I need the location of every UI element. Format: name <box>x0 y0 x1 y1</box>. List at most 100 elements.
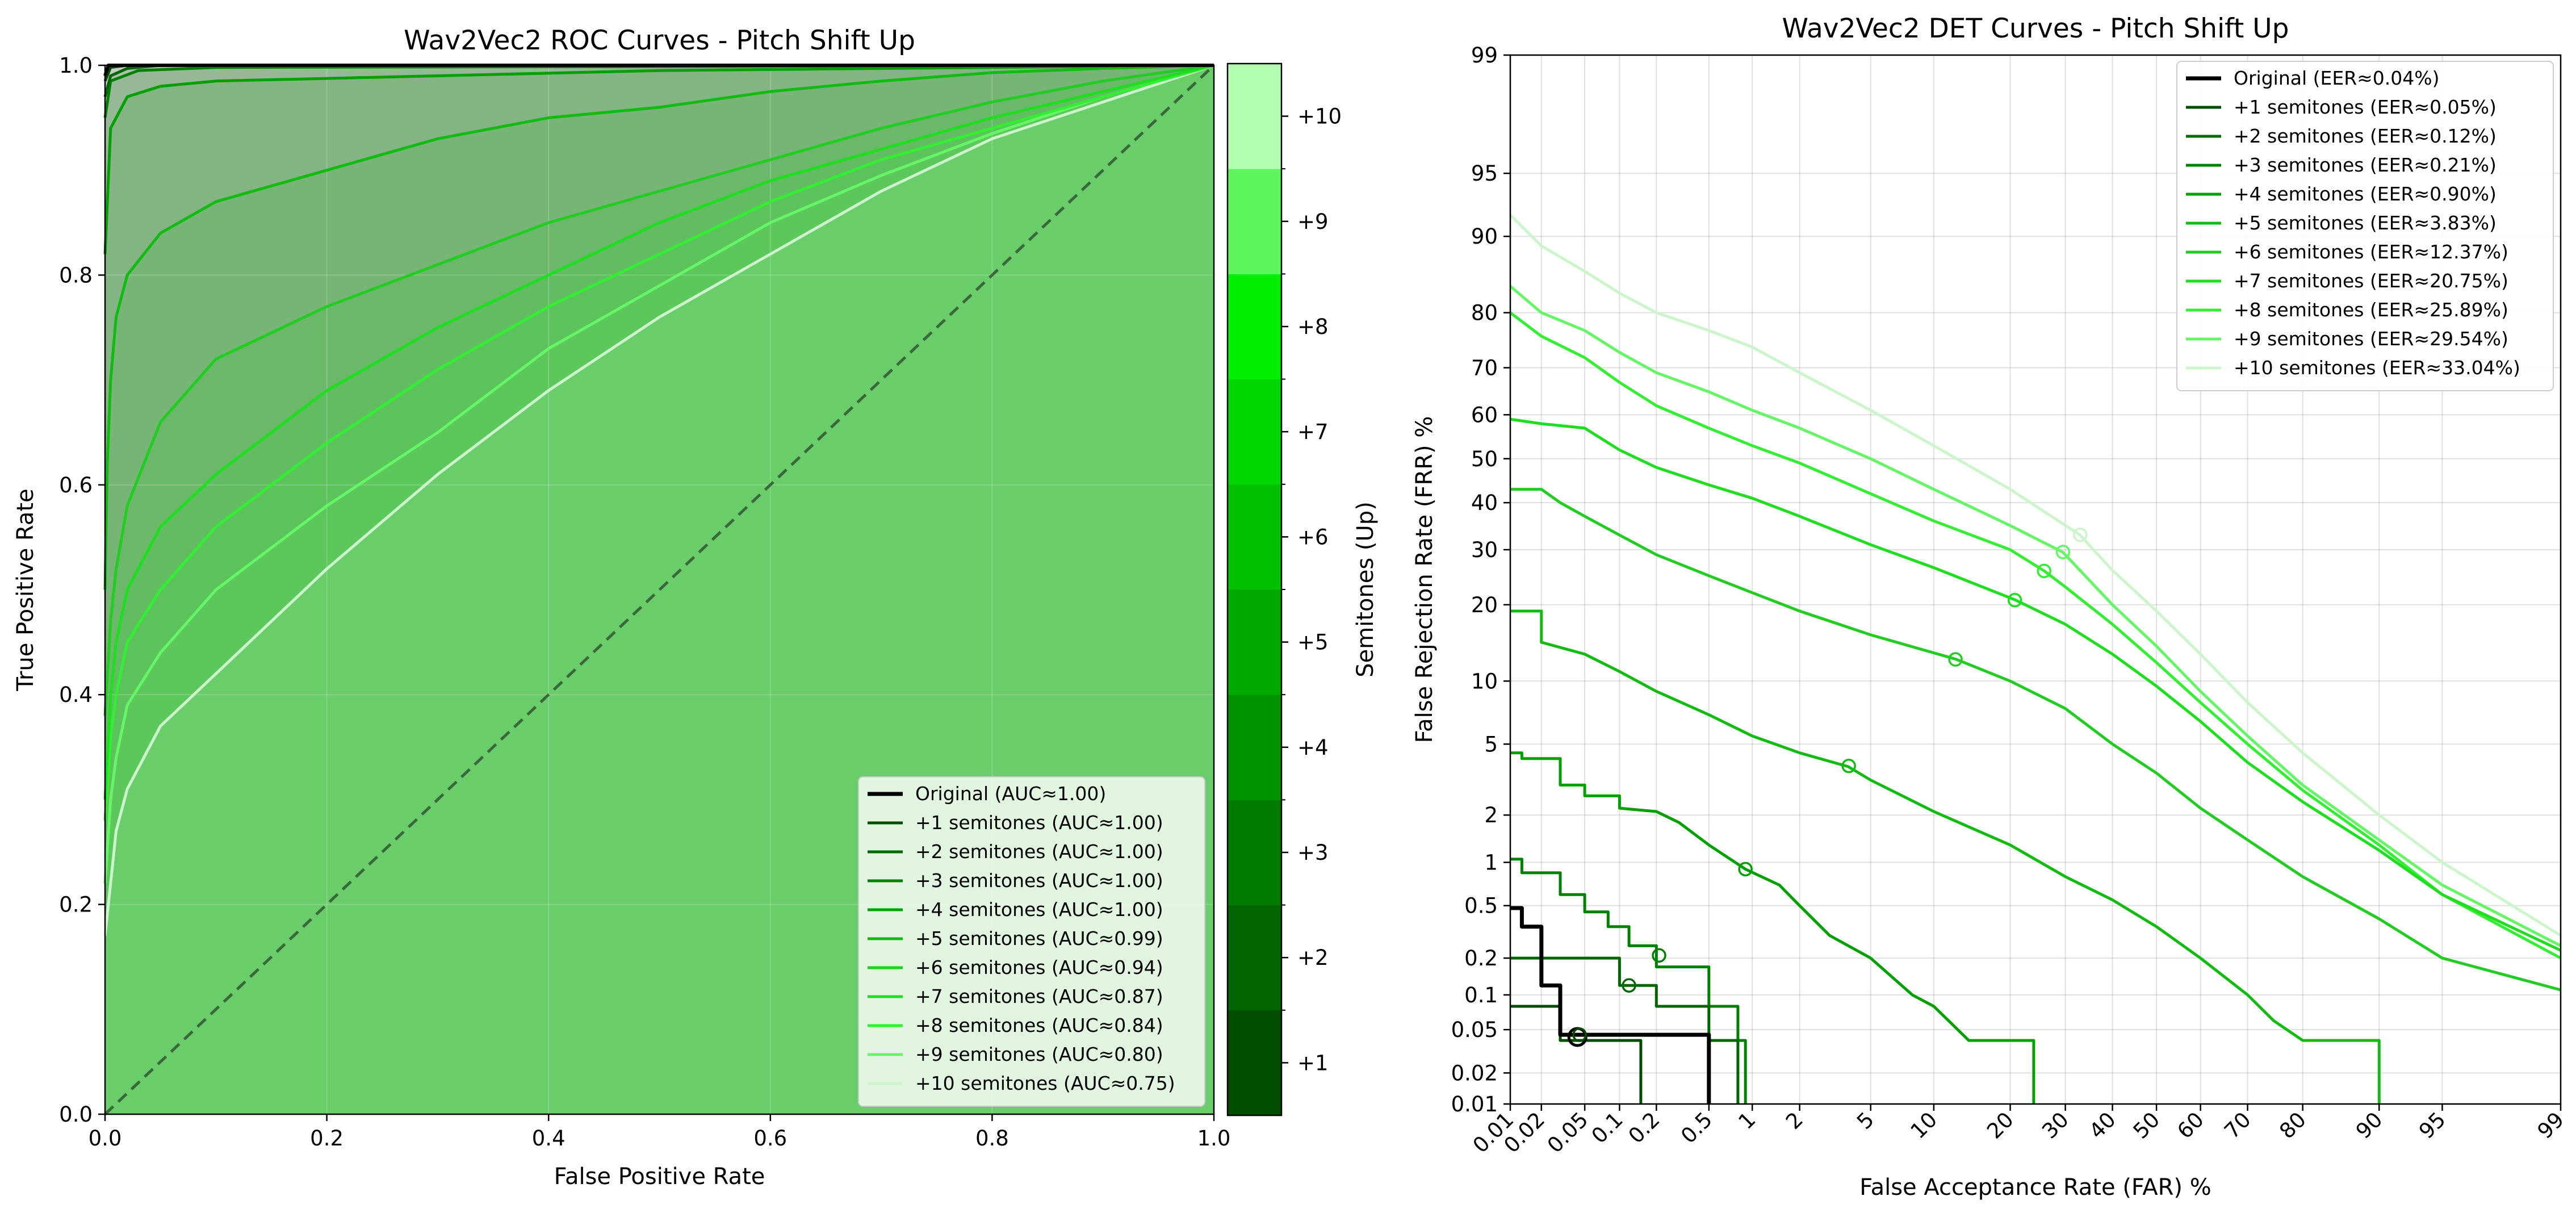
det-eer-marker-7 <box>2007 593 2022 608</box>
det-ytick-label-16: 80 <box>1471 301 1498 325</box>
det-legend-label-9: +9 semitones (EER≈29.54%) <box>2234 328 2508 350</box>
colorbar-tick-label-2: +3 <box>1297 840 1329 865</box>
det-legend-label-3: +3 semitones (EER≈0.21%) <box>2234 154 2497 176</box>
roc-legend-label-3: +3 semitones (AUC≈1.00) <box>915 869 1163 892</box>
det-title: Wav2Vec2 DET Curves - Pitch Shift Up <box>1782 13 2289 44</box>
det-eer-marker-1 <box>1572 1027 1587 1042</box>
det-curve-2 <box>1510 956 1740 1104</box>
det-xtick-label-7: 2 <box>1781 1107 1808 1134</box>
det-xtick-label-9: 10 <box>1906 1107 1942 1144</box>
roc-legend: Original (AUC≈1.00) +1 semitones (AUC≈1.0… <box>858 776 1205 1107</box>
det-ytick-label-19: 99 <box>1471 43 1498 68</box>
roc-curve-10 <box>103 64 1214 936</box>
det-ytick-label-11: 30 <box>1471 538 1498 562</box>
det-ytick-label-7: 2 <box>1484 803 1498 827</box>
colorbar-segment-1 <box>1228 905 1281 1011</box>
det-curve-8 <box>1509 311 2562 960</box>
det-curve-6 <box>1510 488 2561 992</box>
roc-ytick-label-4: 0.8 <box>59 263 93 287</box>
roc-plot-frame <box>104 64 1215 1115</box>
det-xtick-label-4: 0.2 <box>1624 1107 1665 1148</box>
roc-ytick-label-1: 0.2 <box>59 893 93 917</box>
det-ytick-label-6: 1 <box>1484 851 1498 875</box>
det-ytick-label-18: 95 <box>1471 161 1498 186</box>
det-eer-marker-4 <box>1738 861 1753 877</box>
det-curve-5 <box>1510 609 2381 1104</box>
colorbar-segment-0 <box>1228 1010 1281 1116</box>
roc-xtick-label-0: 0.0 <box>89 1126 122 1151</box>
det-ytick-label-13: 50 <box>1471 447 1498 471</box>
colorbar-segment-4 <box>1228 589 1281 695</box>
colorbar-tick-label-8: +9 <box>1297 210 1329 234</box>
colorbar-segment-3 <box>1228 695 1281 800</box>
roc-xtick-label-1: 0.2 <box>310 1126 344 1151</box>
det-xtick-label-16: 80 <box>2275 1107 2311 1144</box>
colorbar: +1 +2 +3 +4 +5 +6 +7 +8 +9 +10 Semitones (Up) <box>1226 62 1379 1116</box>
det-legend-box <box>2176 61 2554 391</box>
det-xtick-label-11: 30 <box>2037 1107 2074 1144</box>
det-xtick-label-15: 70 <box>2219 1107 2256 1144</box>
det-curve-0 <box>1510 906 1711 1104</box>
det-xtick-label-10: 20 <box>1982 1107 2018 1144</box>
det-eer-marker-10 <box>2073 528 2088 542</box>
det-ytick-label-10: 20 <box>1471 593 1498 617</box>
roc-curve-9 <box>103 64 1214 884</box>
det-ytick-label-12: 40 <box>1471 491 1498 515</box>
det-xtick-label-18: 95 <box>2414 1107 2451 1144</box>
det-ytick-label-1: 0.02 <box>1451 1061 1498 1085</box>
colorbar-tick-label-7: +8 <box>1297 315 1329 339</box>
colorbar-segment-7 <box>1228 274 1281 380</box>
det-x-axis-label: False Acceptance Rate (FAR) % <box>1859 1174 2211 1201</box>
colorbar-segment-9 <box>1228 64 1281 169</box>
roc-xtick-label-2: 0.4 <box>532 1126 566 1151</box>
roc-curve-7 <box>103 64 1214 800</box>
det-ytick-label-15: 70 <box>1471 356 1498 380</box>
det-legend: Original (EER≈0.04%) +1 semitones (EER≈0.… <box>2176 61 2554 391</box>
colorbar-segment-8 <box>1228 169 1281 274</box>
det-curve-9 <box>1509 285 2562 947</box>
colorbar-segment-2 <box>1228 800 1281 906</box>
det-y-axis-label: False Rejection Rate (FRR) % <box>1411 416 1438 743</box>
roc-legend-label-0: Original (AUC≈1.00) <box>915 783 1106 805</box>
roc-xtick-label-4: 0.8 <box>975 1126 1009 1151</box>
det-legend-label-4: +4 semitones (EER≈0.90%) <box>2234 183 2497 205</box>
colorbar-tick-label-6: +7 <box>1297 420 1329 444</box>
det-xtick-label-5: 0.5 <box>1676 1107 1717 1148</box>
roc-ytick-label-2: 0.4 <box>59 683 93 707</box>
det-xtick-label-14: 60 <box>2172 1107 2209 1144</box>
det-plot-frame <box>1509 54 2562 1105</box>
det-curve-7 <box>1510 417 2562 952</box>
roc-chance-line <box>104 64 1215 1115</box>
roc-y-axis-label: True Positive Rate <box>12 488 39 691</box>
colorbar-tick-label-0: +1 <box>1297 1051 1329 1075</box>
roc-legend-label-6: +6 semitones (AUC≈0.94) <box>915 956 1163 978</box>
roc-legend-label-5: +5 semitones (AUC≈0.99) <box>915 927 1163 950</box>
det-legend-label-5: +5 semitones (EER≈3.83%) <box>2234 212 2497 234</box>
det-xtick-label-12: 40 <box>2084 1107 2121 1144</box>
roc-legend-box <box>858 776 1205 1107</box>
roc-xtick-label-3: 0.6 <box>753 1126 787 1151</box>
det-ytick-label-4: 0.2 <box>1464 946 1498 971</box>
colorbar-tick-label-5: +6 <box>1297 525 1329 549</box>
det-xtick-label-2: 0.05 <box>1543 1107 1593 1158</box>
roc-title: Wav2Vec2 ROC Curves - Pitch Shift Up <box>404 25 915 56</box>
roc-curve-6 <box>103 64 1214 716</box>
det-ytick-label-2: 0.05 <box>1451 1018 1498 1042</box>
colorbar-label: Semitones (Up) <box>1352 501 1379 677</box>
det-eer-marker-8 <box>2037 563 2051 579</box>
roc-x-axis-label: False Positive Rate <box>554 1164 765 1190</box>
det-xtick-label-3: 0.1 <box>1587 1107 1628 1148</box>
roc-legend-label-9: +9 semitones (AUC≈0.80) <box>915 1043 1163 1065</box>
det-ytick-label-0: 0.01 <box>1451 1092 1498 1116</box>
det-legend-label-6: +6 semitones (EER≈12.37%) <box>2234 241 2508 263</box>
det-curve-4 <box>1510 751 2035 1104</box>
colorbar-tick-label-1: +2 <box>1297 946 1329 970</box>
det-ytick-label-9: 10 <box>1471 669 1498 693</box>
roc-legend-label-7: +7 semitones (AUC≈0.87) <box>915 985 1163 1007</box>
roc-legend-label-1: +1 semitones (AUC≈1.00) <box>915 812 1163 834</box>
roc-curve-5 <box>103 64 1214 590</box>
colorbar-tick-label-3: +4 <box>1297 735 1329 760</box>
det-curve-1 <box>1510 1005 1643 1104</box>
roc-ytick-label-3: 0.6 <box>59 473 93 497</box>
det-eer-marker-5 <box>1841 759 1856 773</box>
